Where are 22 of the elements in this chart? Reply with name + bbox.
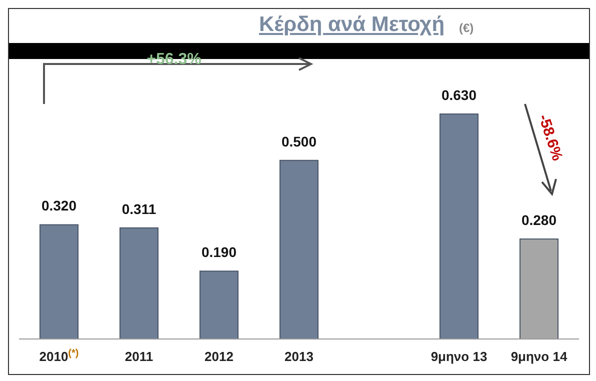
bar [280,160,318,340]
data-label: 0.190 [201,244,237,260]
x-tick-label: 9μηνο 13 [430,349,488,364]
chart-title: Κέρδη ανά Μετοχή [259,13,445,37]
data-label: 0.280 [521,212,557,228]
bar [120,227,158,340]
chart-subtitle: (€) [459,21,474,35]
x-tick-label: 2010$^{(*)}$ [39,348,79,364]
data-label: 0.630 [441,87,477,103]
text: +56.3% [146,51,202,68]
bar [520,238,558,340]
x-tick-label: 2012 [204,349,234,364]
x-tick-label: 9μηνο 14 [510,349,568,364]
data-label: 0.311 [122,200,156,217]
x-tick-label: 2011 [124,349,154,364]
bar [440,114,478,340]
data-label: 0.500 [281,133,317,150]
bar [40,224,78,340]
x-tick-label: 2013 [284,349,314,364]
annotation: -58.6% [534,112,566,163]
bar [200,270,238,340]
data-label: 0.320 [41,198,77,214]
